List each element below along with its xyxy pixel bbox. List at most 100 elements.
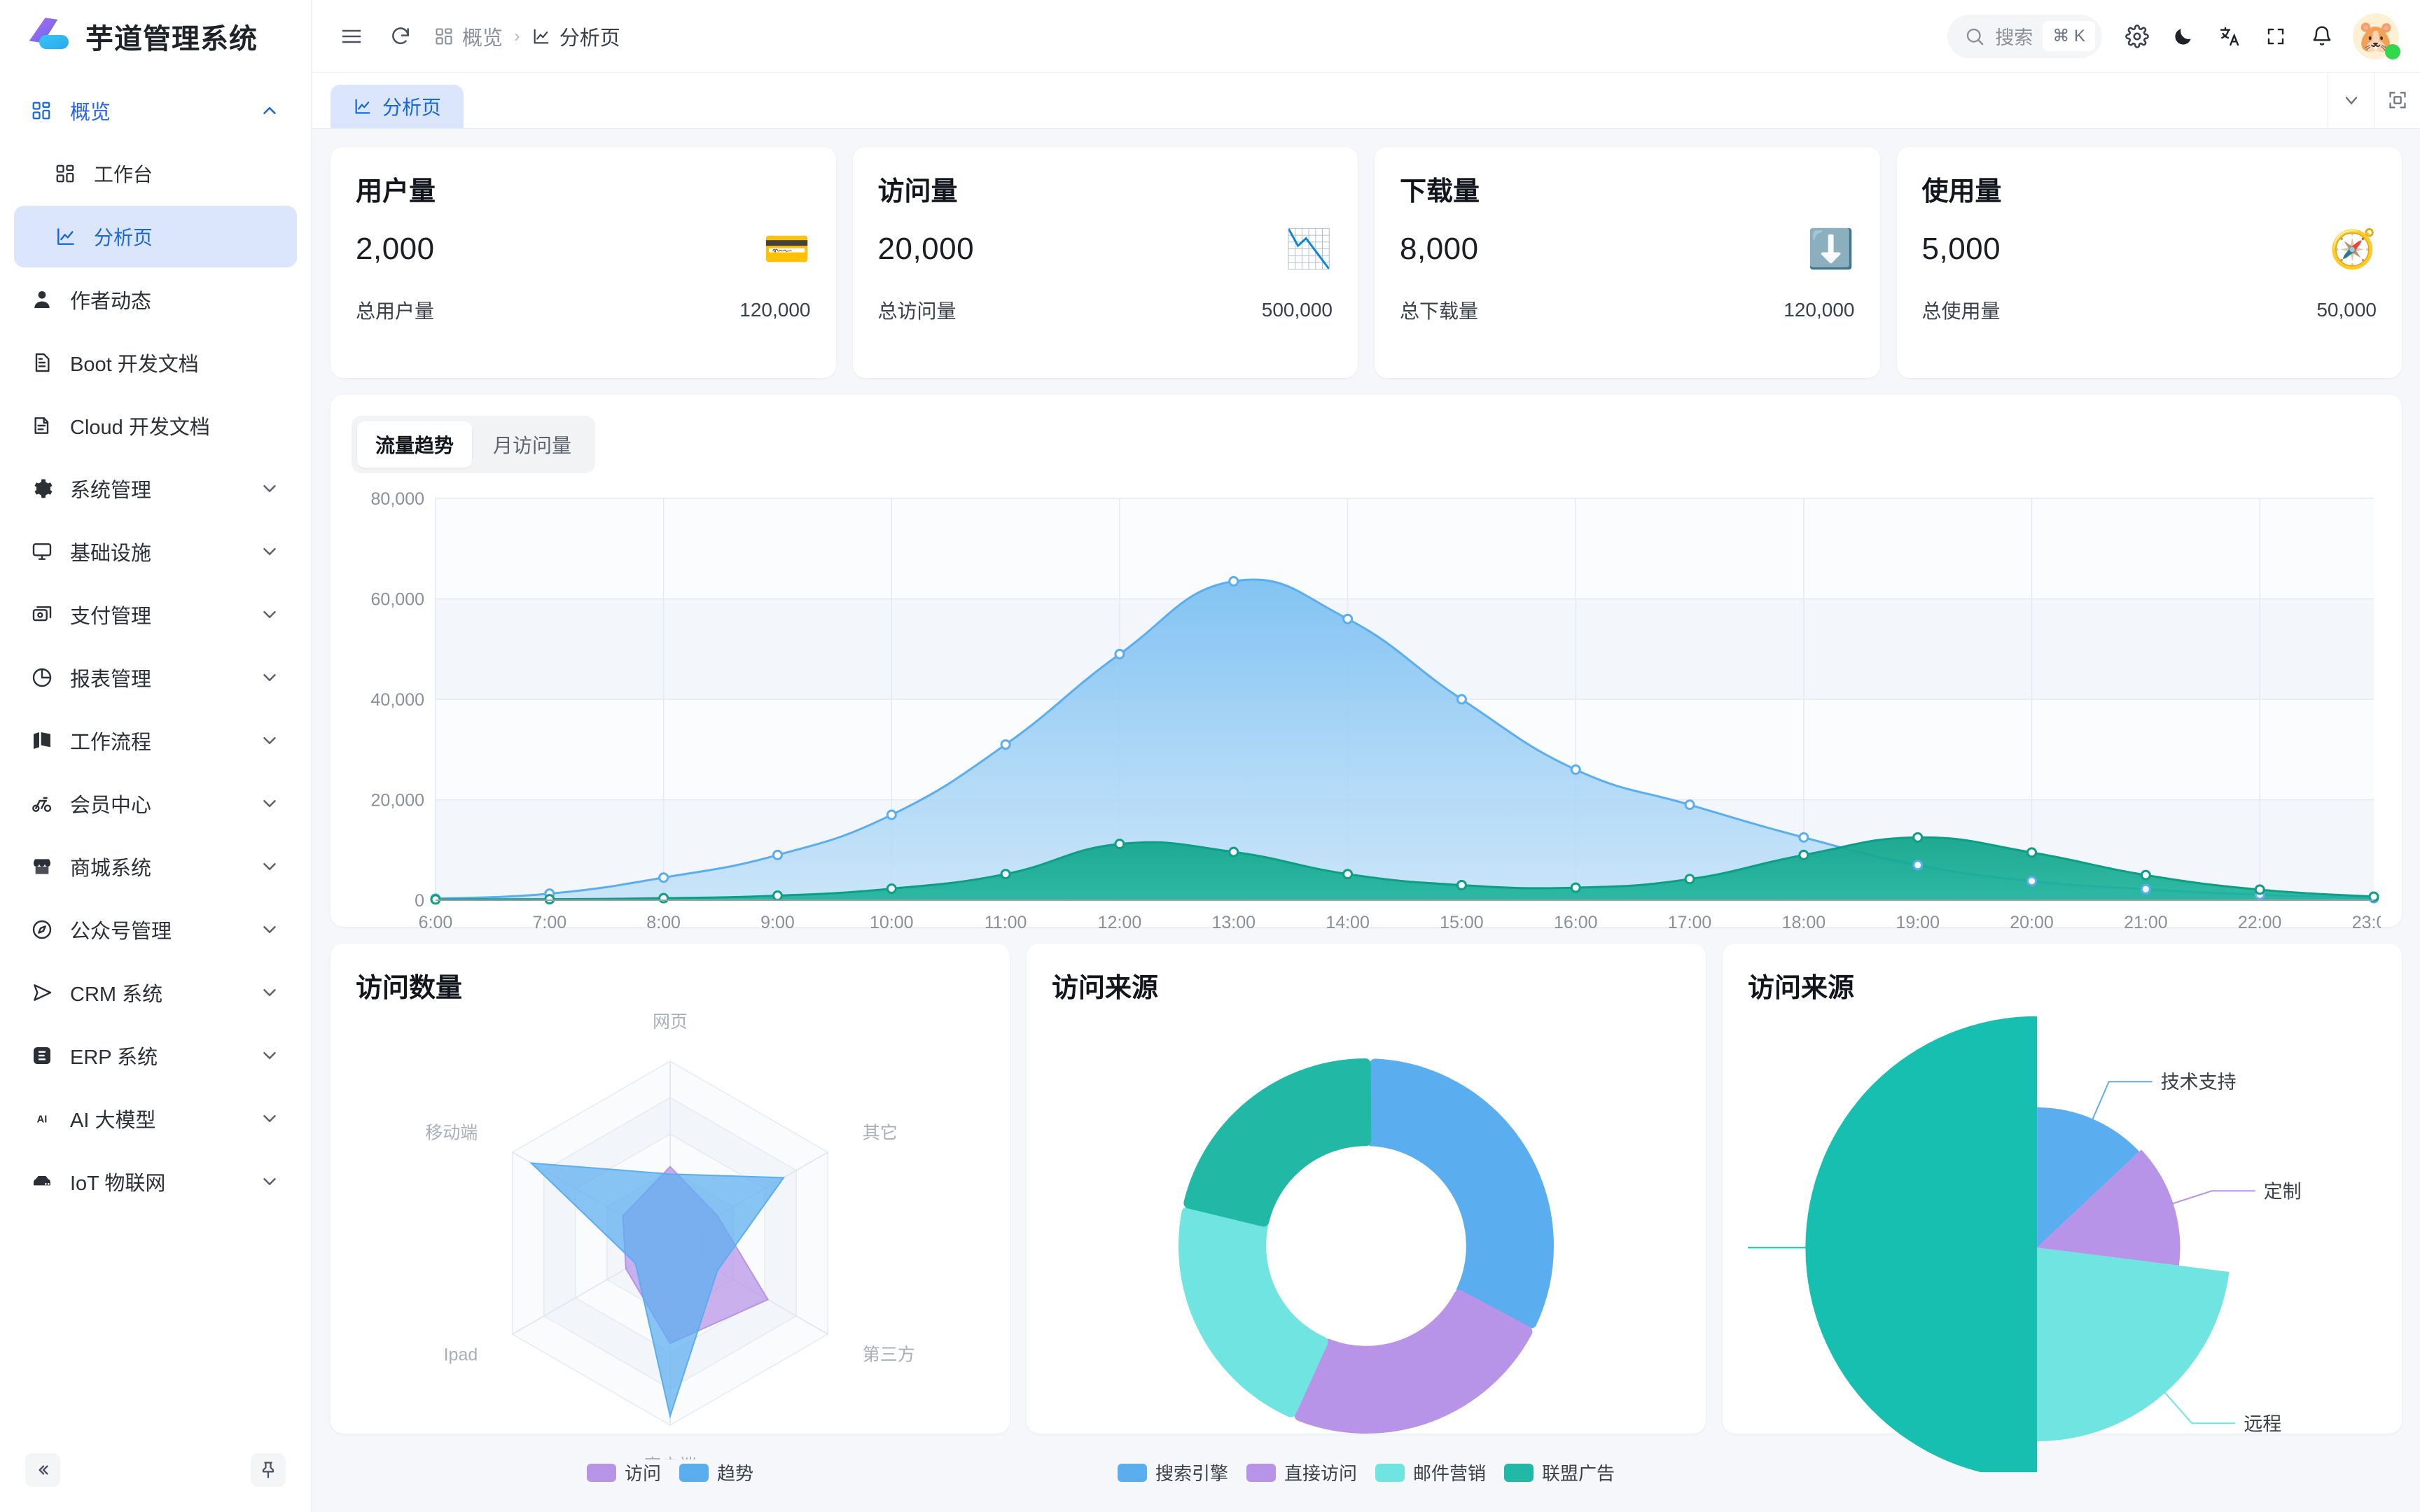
chevron-down-icon[interactable] [2328, 72, 2374, 128]
logo-icon [25, 14, 70, 59]
sidebar-item-11[interactable]: 会员中心 [14, 773, 297, 834]
trend-tab-flow[interactable]: 流量趋势 [357, 421, 473, 468]
hamburger-icon[interactable] [332, 17, 371, 56]
trend-tab-monthly[interactable]: 月访问量 [493, 435, 572, 456]
user-icon [31, 288, 62, 311]
svg-text:18:00: 18:00 [1782, 913, 1826, 932]
stat-card-row: 用户量 2,000 💳 总用户量 120,000 访问量 20,000 📉 总访问量 500,00… [331, 147, 2402, 378]
search-input[interactable]: 搜索 ⌘ K [1947, 14, 2102, 58]
maximize-icon[interactable] [2374, 72, 2420, 128]
legend-item-1[interactable]: 趋势 [679, 1460, 753, 1485]
brand-logo[interactable]: 芋道管理系统 [0, 0, 311, 73]
chevron-up-icon[interactable] [259, 100, 280, 121]
svg-text:7:00: 7:00 [532, 913, 566, 932]
sidebar-item-1[interactable]: 工作台 [14, 143, 297, 204]
chevron-down-icon[interactable] [259, 1045, 280, 1066]
pie-chart: 技术支持定制远程外包 [1748, 1004, 2377, 1472]
chevron-down-icon[interactable] [259, 793, 280, 814]
svg-text:16:00: 16:00 [1554, 913, 1598, 932]
notifications-button[interactable] [2302, 17, 2342, 56]
stat-value: 5,000 [1921, 232, 2001, 266]
svg-text:0: 0 [415, 891, 424, 911]
breadcrumb: 概览 › 分析页 [434, 22, 620, 51]
sidebar-item-14[interactable]: CRM 系统 [14, 962, 297, 1023]
svg-text:12:00: 12:00 [1098, 913, 1142, 932]
chevron-down-icon[interactable] [259, 919, 280, 940]
settings-button[interactable] [2118, 17, 2157, 56]
chevron-down-icon[interactable] [259, 604, 280, 625]
donut-chart-svg [1178, 1058, 1554, 1434]
svg-text:20,000: 20,000 [371, 791, 424, 811]
sidebar-item-0[interactable]: 概览 [14, 80, 297, 141]
sidebar-item-16[interactable]: AI AI 大模型 [14, 1088, 297, 1149]
online-status-dot [2385, 43, 2400, 59]
legend-swatch [1504, 1463, 1534, 1482]
chevron-down-icon[interactable] [259, 982, 280, 1003]
stat-value: 2,000 [356, 232, 435, 266]
sidebar-item-label: 概览 [70, 102, 111, 124]
pie-chart-svg: 技术支持定制远程外包 [1748, 1016, 2302, 1472]
legend-item-0[interactable]: 搜索引擎 [1117, 1460, 1228, 1485]
legend-item-2[interactable]: 邮件营销 [1375, 1460, 1486, 1485]
sidebar-item-4[interactable]: Boot 开发文档 [14, 332, 297, 393]
sidebar-item-3[interactable]: 作者动态 [14, 269, 297, 330]
pie-chart-icon [31, 666, 62, 689]
stat-total-label: 总用户量 [356, 300, 435, 322]
sidebar-item-label: IoT 物联网 [70, 1172, 166, 1195]
sidebar-item-label: 商城系统 [70, 858, 152, 880]
breadcrumb-item-analysis[interactable]: 分析页 [531, 22, 620, 51]
legend-swatch [1375, 1463, 1405, 1482]
analytics-icon [531, 27, 551, 46]
stat-total-label: 总使用量 [1921, 300, 2001, 322]
fullscreen-button[interactable] [2256, 17, 2295, 56]
grid-icon [55, 163, 85, 184]
sidebar-item-label: 支付管理 [70, 606, 152, 628]
avatar[interactable]: 🐹 [2353, 13, 2400, 59]
svg-text:定制: 定制 [2264, 1181, 2302, 1202]
legend-item-1[interactable]: 直接访问 [1246, 1460, 1357, 1485]
sidebar-item-7[interactable]: 基础设施 [14, 521, 297, 582]
compass-icon: 🧭 [2329, 228, 2377, 270]
sidebar-item-12[interactable]: 商城系统 [14, 836, 297, 897]
sidebar-item-15[interactable]: ERP 系统 [14, 1025, 297, 1086]
sidebar-item-5[interactable]: Cloud 开发文档 [14, 395, 297, 456]
breadcrumb-label: 分析页 [559, 27, 620, 50]
bottom-chart-row: 访问数量 网页其它第三方客户端 Ipad 移动端 访问 趋势 访问来源 搜索引擎 直接访… [331, 944, 2402, 1484]
sidebar-footer [0, 1435, 311, 1512]
tab-analysis[interactable]: 分析页 [331, 85, 464, 128]
refresh-icon[interactable] [381, 17, 420, 56]
chevron-down-icon[interactable] [259, 730, 280, 751]
dark-mode-button[interactable] [2164, 17, 2203, 56]
sidebar-item-6[interactable]: 系统管理 [14, 458, 297, 519]
sidebar-item-13[interactable]: 公众号管理 [14, 899, 297, 960]
chevron-down-icon[interactable] [259, 856, 280, 877]
sidebar-item-17[interactable]: IoT 物联网 [14, 1151, 297, 1212]
compass-icon [31, 918, 62, 941]
sidebar-item-10[interactable]: 工作流程 [14, 710, 297, 771]
sidebar: 芋道管理系统 概览工作台 分析页 作者动态 Boot 开发文档 Cloud 开发文档系统… [0, 0, 312, 1512]
chevron-down-icon[interactable] [259, 541, 280, 562]
chevron-down-icon[interactable] [259, 1108, 280, 1129]
sidebar-item-8[interactable]: 支付管理 [14, 584, 297, 645]
chevron-down-icon[interactable] [259, 1171, 280, 1192]
legend-item-3[interactable]: 联盟广告 [1504, 1460, 1615, 1485]
svg-text:21:00: 21:00 [2124, 913, 2168, 932]
language-button[interactable] [2210, 17, 2249, 56]
sidebar-item-9[interactable]: 报表管理 [14, 647, 297, 708]
chevron-down-icon[interactable] [259, 478, 280, 499]
analytics-icon [55, 225, 85, 248]
sidebar-item-label: 系统管理 [70, 479, 152, 502]
stat-card-2: 下载量 8,000 ⬇️ 总下载量 120,000 [1375, 147, 1880, 378]
legend-swatch [1246, 1463, 1276, 1482]
sources-pie-card: 访问来源 技术支持定制远程外包 [1723, 944, 2402, 1472]
sidebar-item-2[interactable]: 分析页 [14, 206, 297, 267]
sidebar-pin-button[interactable] [251, 1453, 286, 1487]
legend-swatch [679, 1463, 709, 1482]
svg-text:网页: 网页 [653, 1012, 688, 1032]
breadcrumb-item-overview[interactable]: 概览 [434, 22, 503, 51]
chevron-down-icon[interactable] [259, 667, 280, 688]
sidebar-collapse-button[interactable] [25, 1453, 60, 1487]
grid-icon [434, 27, 454, 46]
legend-item-0[interactable]: 访问 [586, 1460, 661, 1485]
